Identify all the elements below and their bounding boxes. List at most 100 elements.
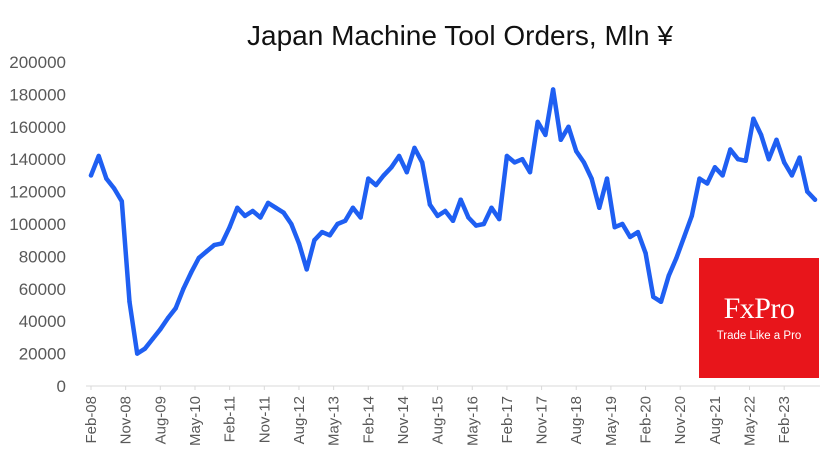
data-point bbox=[512, 160, 517, 165]
data-point bbox=[681, 234, 687, 240]
data-point bbox=[720, 173, 725, 178]
data-point bbox=[250, 208, 255, 214]
data-point bbox=[735, 157, 741, 162]
data-point bbox=[227, 225, 232, 230]
data-point bbox=[566, 124, 571, 129]
data-point bbox=[651, 294, 656, 300]
data-point bbox=[181, 286, 186, 291]
data-point bbox=[258, 215, 263, 220]
y-tick-label: 160000 bbox=[9, 118, 66, 137]
data-point bbox=[435, 213, 440, 219]
x-tick-label: Nov-11 bbox=[256, 396, 273, 443]
x-tick-label: Nov-20 bbox=[672, 396, 689, 444]
x-tick-label: Aug-09 bbox=[152, 396, 169, 444]
logo-name: FxPro bbox=[723, 292, 795, 325]
data-point bbox=[104, 176, 109, 181]
data-point bbox=[697, 176, 702, 181]
data-point bbox=[658, 299, 664, 304]
data-point bbox=[489, 205, 494, 210]
y-tick-label: 180000 bbox=[9, 85, 66, 104]
x-tick-label: May-19 bbox=[603, 396, 620, 446]
y-tick-label: 100000 bbox=[9, 215, 66, 234]
data-point bbox=[558, 137, 563, 142]
data-point bbox=[504, 153, 510, 159]
data-point bbox=[173, 306, 178, 311]
data-point bbox=[766, 157, 771, 162]
x-tick-label: Feb-08 bbox=[83, 396, 100, 444]
x-tick-label: Nov-14 bbox=[395, 396, 412, 444]
data-point bbox=[327, 233, 332, 238]
data-point bbox=[751, 116, 756, 121]
data-point bbox=[612, 225, 617, 230]
data-point bbox=[527, 170, 533, 175]
data-point bbox=[427, 202, 433, 207]
data-point bbox=[350, 205, 356, 210]
x-tick-label: Aug-12 bbox=[291, 396, 308, 444]
y-tick-label: 0 bbox=[57, 377, 66, 396]
chart-title: Japan Machine Tool Orders, Mln ¥ bbox=[247, 20, 673, 51]
data-point bbox=[273, 205, 279, 210]
data-point bbox=[705, 181, 710, 186]
data-point bbox=[674, 255, 679, 261]
data-point bbox=[589, 176, 594, 181]
data-point bbox=[604, 176, 610, 181]
data-point bbox=[797, 155, 802, 160]
data-point bbox=[743, 158, 748, 163]
data-point bbox=[96, 153, 101, 159]
data-point bbox=[635, 229, 641, 235]
x-tick-label: Nov-17 bbox=[534, 396, 551, 444]
data-point bbox=[219, 241, 225, 246]
x-tick-label: Feb-23 bbox=[776, 396, 793, 444]
data-point bbox=[188, 270, 194, 275]
x-tick-label: May-10 bbox=[187, 396, 204, 446]
data-point bbox=[119, 199, 125, 204]
data-point bbox=[443, 208, 448, 214]
data-point bbox=[235, 205, 240, 210]
data-point bbox=[281, 210, 286, 215]
y-tick-label: 20000 bbox=[19, 345, 66, 364]
x-tick-label: Nov-08 bbox=[118, 396, 135, 444]
x-axis-ticks: Feb-08 Nov-08 Aug-09 May-10 Feb-11 Nov-11 Aug-… bbox=[83, 386, 793, 446]
data-point bbox=[319, 229, 325, 235]
x-tick-label: Feb-17 bbox=[499, 396, 516, 444]
data-point bbox=[242, 213, 248, 219]
data-point bbox=[520, 157, 525, 162]
x-tick-label: Feb-11 bbox=[222, 396, 239, 442]
data-point bbox=[758, 132, 764, 138]
data-point bbox=[812, 197, 818, 202]
data-point bbox=[450, 218, 456, 223]
data-point bbox=[581, 160, 587, 165]
data-point bbox=[574, 148, 579, 154]
data-point bbox=[481, 221, 486, 227]
y-tick-label: 60000 bbox=[19, 280, 66, 299]
data-point bbox=[458, 197, 463, 202]
data-point bbox=[782, 160, 787, 165]
data-point bbox=[135, 351, 140, 356]
data-point bbox=[420, 160, 425, 165]
y-tick-label: 120000 bbox=[9, 183, 66, 202]
data-point bbox=[212, 242, 217, 248]
data-point bbox=[535, 119, 540, 125]
x-tick-label: May-13 bbox=[326, 396, 343, 446]
y-tick-label: 80000 bbox=[19, 247, 66, 266]
data-point bbox=[150, 336, 155, 342]
data-point bbox=[620, 221, 625, 227]
data-point bbox=[789, 173, 795, 178]
data-point bbox=[389, 165, 394, 170]
data-point bbox=[666, 273, 671, 278]
data-point bbox=[404, 170, 409, 175]
data-point bbox=[627, 234, 633, 240]
data-point bbox=[381, 173, 386, 178]
data-point bbox=[689, 213, 694, 219]
data-point bbox=[158, 327, 163, 332]
data-point bbox=[543, 132, 548, 138]
y-tick-label: 40000 bbox=[19, 312, 66, 331]
data-point bbox=[111, 186, 117, 191]
fxpro-logo: FxPro Trade Like a Pro bbox=[699, 258, 819, 378]
data-point bbox=[466, 215, 471, 220]
data-point bbox=[265, 200, 271, 206]
data-point bbox=[597, 205, 602, 210]
x-tick-label: Aug-21 bbox=[707, 396, 724, 444]
